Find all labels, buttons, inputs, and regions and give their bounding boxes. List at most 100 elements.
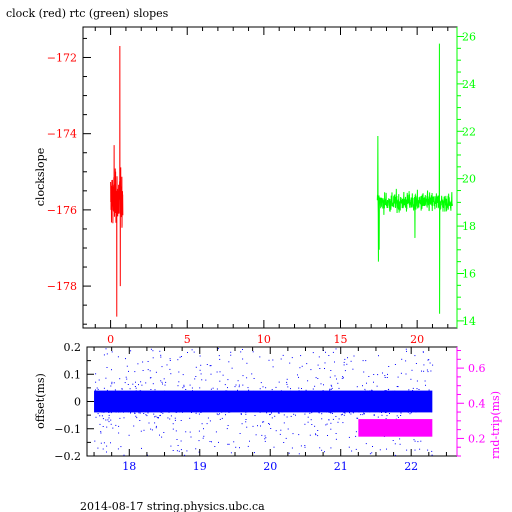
offset-point	[335, 438, 337, 440]
offset-point	[144, 411, 146, 413]
offset-point	[307, 380, 309, 382]
offset-point	[155, 415, 157, 417]
offset-point	[119, 417, 121, 419]
offset-point	[273, 446, 275, 448]
offset-point	[247, 387, 249, 389]
offset-point	[394, 443, 396, 445]
offset-point	[203, 428, 204, 430]
offset-point	[324, 368, 325, 369]
offset-point	[187, 352, 188, 353]
offset-point	[201, 423, 203, 425]
offset-point	[166, 391, 168, 393]
offset-point	[307, 416, 309, 418]
offset-point	[326, 423, 328, 425]
offset-point	[408, 389, 410, 391]
offset-point	[364, 388, 366, 390]
offset-point	[336, 378, 337, 380]
offset-point	[155, 371, 157, 373]
offset-point	[338, 387, 340, 389]
offset-point	[273, 391, 275, 393]
offset-point	[247, 445, 249, 447]
offset-point	[423, 370, 425, 372]
offset-point	[412, 387, 414, 389]
offset-point	[242, 375, 244, 377]
offset-point	[259, 356, 261, 358]
offset-point	[342, 422, 344, 424]
offset-point	[360, 414, 362, 416]
offset-point	[291, 391, 293, 393]
offset-point	[237, 389, 238, 391]
offset-point	[216, 371, 218, 373]
offset-point	[419, 448, 421, 450]
offset-point	[212, 391, 214, 393]
offset-point	[343, 364, 345, 366]
bottom-right-tick-label: 0.4	[468, 397, 486, 410]
offset-point	[221, 391, 223, 393]
offset-point	[381, 412, 382, 413]
offset-point	[150, 389, 152, 390]
offset-point	[400, 411, 402, 413]
offset-point	[385, 418, 387, 420]
offset-point	[182, 387, 184, 389]
offset-point	[174, 391, 176, 393]
offset-point	[191, 349, 193, 351]
offset-point	[253, 390, 255, 392]
offset-point	[298, 390, 300, 392]
offset-point	[246, 377, 248, 379]
top-chart-frame	[82, 26, 458, 329]
offset-point	[224, 384, 226, 386]
offset-point	[331, 385, 333, 387]
offset-point	[389, 413, 390, 414]
offset-point	[304, 423, 306, 425]
offset-point	[103, 442, 105, 444]
offset-point	[283, 414, 285, 416]
offset-point	[261, 434, 263, 436]
bottom-right-axis-label: rnd-trip(ms)	[489, 391, 502, 459]
offset-point	[219, 380, 221, 382]
offset-point	[230, 411, 232, 413]
offset-point	[373, 414, 375, 416]
offset-point	[269, 414, 271, 416]
offset-point	[286, 383, 288, 385]
offset-point	[291, 357, 293, 359]
offset-point	[195, 366, 197, 368]
offset-point	[337, 382, 339, 384]
offset-point	[290, 388, 291, 390]
offset-point	[98, 379, 100, 381]
offset-point	[384, 377, 386, 378]
offset-point	[182, 391, 184, 393]
offset-point	[356, 417, 358, 419]
offset-point	[327, 435, 328, 436]
offset-point	[139, 420, 141, 421]
offset-point	[344, 412, 346, 414]
offset-point	[100, 411, 102, 413]
offset-point	[373, 374, 375, 375]
offset-point	[371, 390, 373, 392]
offset-point	[166, 364, 168, 366]
offset-point	[286, 416, 288, 418]
offset-point	[101, 415, 103, 417]
offset-point	[253, 378, 255, 379]
offset-point	[177, 359, 179, 361]
offset-point	[106, 367, 108, 368]
offset-point	[349, 412, 350, 414]
offset-point	[154, 416, 156, 418]
offset-point	[121, 388, 123, 390]
offset-point	[315, 433, 316, 435]
offset-point	[110, 442, 111, 444]
offset-point	[426, 369, 428, 371]
offset-point	[280, 358, 282, 360]
offset-point	[352, 412, 354, 414]
offset-point	[301, 365, 303, 367]
offset-point	[97, 447, 99, 449]
offset-point	[356, 386, 358, 388]
bottom-left-tick-label: −0.2	[54, 450, 81, 463]
offset-point	[412, 390, 414, 391]
offset-point	[163, 378, 165, 380]
offset-point	[362, 385, 363, 387]
offset-point	[142, 370, 144, 371]
offset-point	[164, 384, 166, 386]
offset-point	[264, 435, 266, 437]
offset-point	[123, 391, 125, 393]
offset-point	[417, 441, 419, 443]
